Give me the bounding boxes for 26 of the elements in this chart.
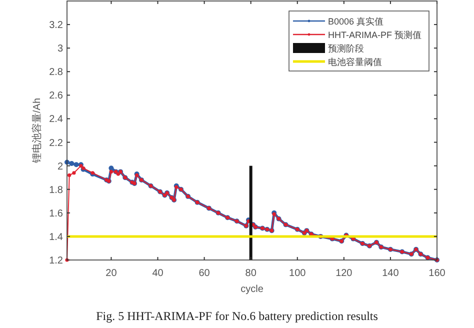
y-tick-label: 1.8 [49, 184, 64, 196]
y-tick-label: 2.8 [49, 67, 64, 78]
y-tick-label: 3.2 [49, 20, 64, 32]
legend-label: B0006 真实值 [328, 16, 384, 26]
x-tick-label: 40 [152, 268, 164, 279]
legend-label: 电池容量阈值 [328, 57, 382, 67]
x-tick-label: 60 [198, 268, 210, 279]
x-tick-label: 140 [382, 268, 400, 279]
y-tick-label: 1.2 [49, 256, 64, 266]
y-tick-label: 2.2 [49, 138, 64, 149]
y-tick-label: 1.4 [49, 232, 64, 243]
y-tick-label: 2.6 [49, 90, 64, 102]
legend-label: HHT-ARIMA-PF 预测值 [328, 30, 422, 40]
caption: Fig. 5 HHT-ARIMA-PF for No.6 battery prediction results [96, 309, 378, 323]
y-tick-label: 2.4 [49, 114, 64, 126]
legend-label: 预测阶段 [328, 44, 364, 54]
y-tick-label: 1.6 [49, 208, 64, 220]
y-tick-label: 2 [57, 161, 64, 172]
x-tick-label: 160 [428, 268, 446, 279]
x-tick-label: 120 [336, 268, 353, 279]
x-axis-title: cycle [240, 284, 264, 295]
x-tick-label: 20 [106, 268, 118, 279]
x-tick-label: 80 [245, 268, 257, 279]
y-axis-title: 锂电池容量/Ah [31, 98, 43, 164]
y-tick-label: 3 [57, 44, 64, 55]
x-tick-label: 100 [289, 268, 306, 279]
